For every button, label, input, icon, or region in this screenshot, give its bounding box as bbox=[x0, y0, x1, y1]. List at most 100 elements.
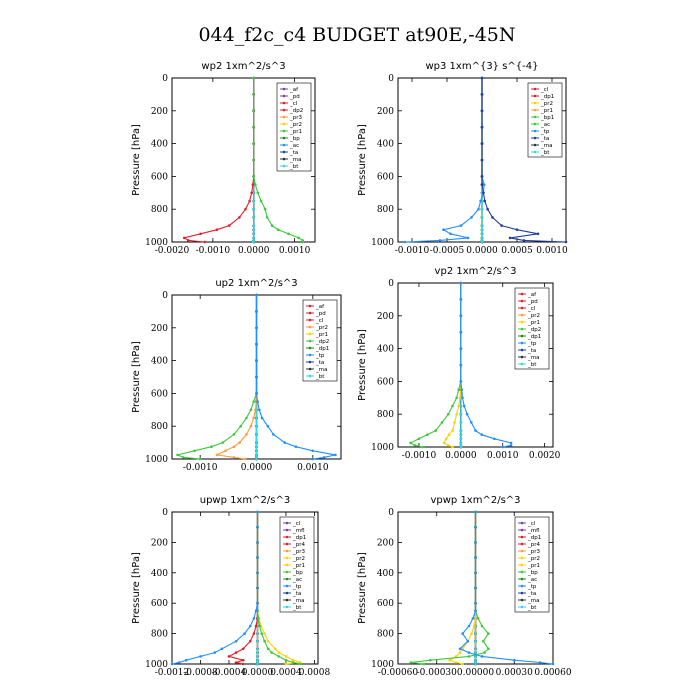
legend-label: _pr2 bbox=[527, 556, 540, 562]
data-point bbox=[564, 240, 568, 244]
y-tick-label: 0 bbox=[388, 279, 394, 289]
legend-marker bbox=[282, 94, 286, 98]
data-point bbox=[252, 199, 255, 203]
plot-frame bbox=[171, 511, 319, 665]
data-point bbox=[234, 661, 238, 664]
data-point bbox=[256, 601, 259, 605]
legend-label: _mfl bbox=[527, 528, 540, 534]
y-tick-label: 800 bbox=[151, 205, 168, 215]
y-tick-label: 600 bbox=[151, 172, 168, 182]
data-point bbox=[515, 228, 519, 231]
data-point bbox=[252, 228, 255, 231]
data-point bbox=[508, 236, 512, 240]
data-point bbox=[470, 632, 473, 635]
data-point bbox=[251, 183, 255, 186]
data-point bbox=[256, 651, 259, 654]
legend-label: _ac bbox=[527, 577, 537, 583]
legend-marker bbox=[308, 360, 312, 364]
series-line bbox=[171, 512, 259, 665]
legend-label: _pr2 bbox=[292, 556, 305, 562]
series-line bbox=[481, 78, 567, 243]
data-point bbox=[536, 232, 540, 236]
legend-label: _ta bbox=[527, 591, 536, 597]
legend-label: _pr1 bbox=[527, 563, 540, 569]
data-point bbox=[272, 433, 275, 436]
data-point bbox=[252, 125, 255, 129]
legend-label: _cl bbox=[540, 87, 549, 93]
data-point bbox=[215, 228, 219, 231]
legend-label: _bp bbox=[527, 570, 538, 576]
data-point bbox=[252, 109, 255, 113]
legend-marker bbox=[520, 549, 524, 553]
data-point bbox=[198, 457, 202, 461]
legend-marker bbox=[520, 570, 524, 574]
data-point bbox=[255, 449, 258, 453]
data-point bbox=[454, 661, 458, 664]
x-tick-label: 0.0000 bbox=[445, 451, 477, 461]
legend-marker bbox=[308, 353, 312, 357]
data-point bbox=[245, 433, 248, 436]
data-point bbox=[417, 437, 421, 441]
legend-label: _cl bbox=[292, 521, 301, 527]
legend-marker bbox=[285, 542, 289, 546]
data-point bbox=[256, 586, 259, 590]
data-point bbox=[474, 510, 477, 514]
y-tick-label: 800 bbox=[151, 630, 168, 640]
data-point bbox=[277, 651, 281, 654]
plot-frame bbox=[171, 77, 316, 243]
data-point bbox=[252, 224, 255, 227]
legend-label: _dp1 bbox=[292, 535, 306, 541]
data-point bbox=[234, 651, 238, 654]
data-point bbox=[474, 541, 477, 544]
data-point bbox=[259, 199, 263, 203]
legend-label: _bp bbox=[289, 136, 300, 142]
legend-marker bbox=[308, 346, 312, 350]
data-point bbox=[274, 647, 277, 651]
legend-marker bbox=[533, 129, 537, 133]
legend-label: _dp2 bbox=[315, 339, 329, 345]
data-point bbox=[283, 441, 287, 444]
y-axis-label: Pressure [hPa] bbox=[357, 124, 368, 196]
data-point bbox=[474, 525, 477, 529]
data-point bbox=[298, 662, 302, 666]
data-point bbox=[301, 240, 305, 244]
data-point bbox=[447, 433, 451, 437]
plot-frame bbox=[397, 282, 554, 448]
x-tick-label: -0.0010 bbox=[183, 463, 218, 473]
data-point bbox=[442, 228, 445, 231]
data-point bbox=[255, 457, 258, 461]
y-tick-label: 400 bbox=[377, 569, 394, 579]
legend-marker bbox=[282, 150, 286, 154]
data-point bbox=[480, 240, 484, 244]
legend-marker bbox=[308, 339, 312, 343]
legend-label: _pr1 bbox=[540, 108, 553, 114]
y-tick-label: 1000 bbox=[371, 443, 394, 453]
data-point bbox=[291, 661, 295, 664]
legend-marker bbox=[285, 521, 289, 525]
data-point bbox=[474, 639, 477, 643]
y-tick-label: 400 bbox=[151, 357, 168, 367]
data-point bbox=[252, 175, 255, 178]
data-point bbox=[483, 651, 486, 654]
data-point bbox=[480, 125, 484, 129]
data-point bbox=[256, 658, 259, 662]
legend-label: _pr2 bbox=[315, 325, 328, 331]
data-point bbox=[215, 453, 219, 457]
data-point bbox=[409, 441, 412, 445]
data-point bbox=[227, 224, 231, 227]
panels: wp2 1xm^2/s^3 Pressure [hPa] 0 200 400 600 800… bbox=[131, 61, 572, 678]
x-tick-label: -0.0008 bbox=[183, 668, 218, 678]
legend-box bbox=[276, 82, 312, 172]
legend-marker bbox=[282, 129, 286, 133]
x-tick-label: -0.0010 bbox=[196, 246, 231, 256]
legend-label: _bt bbox=[289, 164, 299, 170]
data-point bbox=[471, 617, 475, 620]
data-point bbox=[255, 392, 258, 395]
legend-marker bbox=[520, 535, 524, 539]
data-point bbox=[199, 232, 202, 236]
x-tick-label: 0.00060 bbox=[534, 668, 571, 678]
legend-marker bbox=[308, 325, 312, 329]
legend-marker bbox=[533, 136, 537, 140]
legend-label: _bp1 bbox=[540, 115, 554, 121]
data-point bbox=[459, 380, 463, 383]
